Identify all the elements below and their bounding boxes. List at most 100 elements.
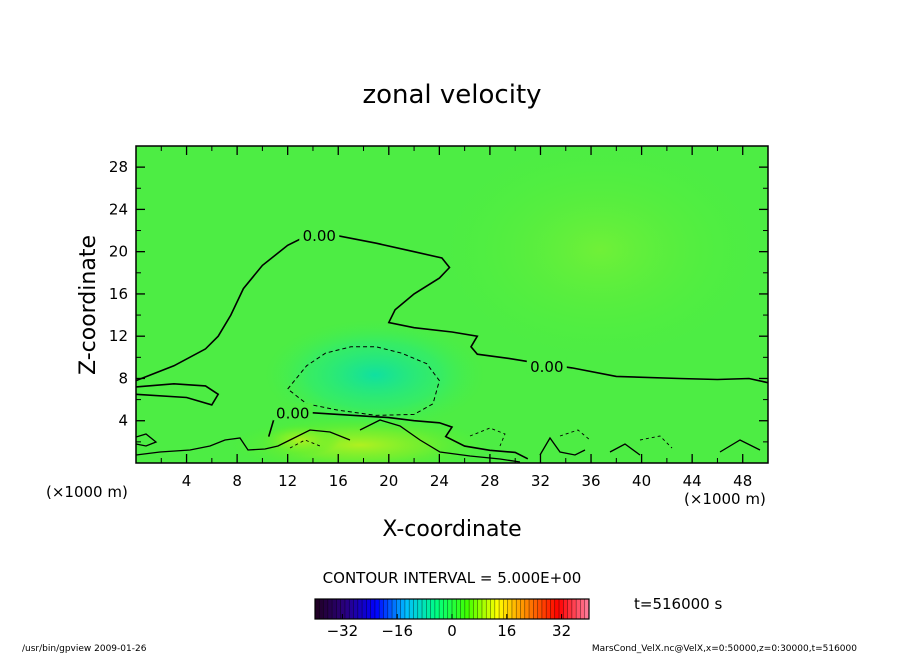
contour-labels: 0.00 0.00 0.00: [272, 225, 567, 422]
colorbar-cell: [315, 599, 320, 619]
colorbar-cell: [426, 599, 431, 619]
x-tick-label: 36: [581, 472, 600, 490]
x-tick-label: 16: [329, 472, 348, 490]
y-tick-label: 24: [109, 200, 128, 218]
colorbar-cell: [554, 599, 560, 619]
colorbar-ticks: −32 −16 0 16 32: [327, 614, 571, 640]
zero-contour-loop: [136, 382, 220, 406]
plot-area: 0.00 0.00 0.00: [136, 146, 768, 463]
colorbar-tick-label: 0: [447, 622, 457, 640]
colorbar-cell: [387, 599, 393, 619]
colorbar-cell: [524, 599, 530, 619]
negative-contour: [286, 346, 440, 416]
colorbar-cell: [409, 599, 414, 619]
colorbar-cell: [567, 599, 573, 619]
colorbar-cell: [580, 599, 586, 619]
colorbar-tick-label: −32: [327, 622, 359, 640]
x-tick-label: 44: [683, 472, 702, 490]
x-tick-label: 12: [278, 472, 297, 490]
y-tick-label: 8: [118, 369, 128, 387]
colorbar-cell: [499, 599, 504, 619]
x-tick-label: 20: [379, 472, 398, 490]
colorbar-cell: [473, 599, 478, 619]
x-tick-label: 4: [182, 472, 192, 490]
colorbar-cell: [439, 599, 444, 619]
colorbar-cell: [546, 599, 551, 619]
colorbar-cell: [520, 599, 526, 619]
colorbar-cell: [374, 599, 380, 619]
colorbar-cell: [481, 599, 487, 619]
colorbar-cell: [529, 599, 534, 619]
svg-text:0.00: 0.00: [276, 404, 309, 422]
x-tick-label: 48: [733, 472, 752, 490]
colorbar-cell: [327, 599, 333, 619]
colorbar-tick-label: −16: [381, 622, 413, 640]
contour-label: 0.00: [272, 403, 313, 422]
colorbar-tick-label: 16: [497, 622, 516, 640]
colorbar-cell: [443, 599, 449, 619]
colorbar-cell: [430, 599, 436, 619]
colorbar-cell: [533, 599, 538, 619]
colorbar-cell: [452, 599, 457, 619]
colorbar-cell: [537, 599, 543, 619]
colorbar-cell: [357, 599, 363, 619]
colorbar-tick-label: 32: [552, 622, 571, 640]
footer-right: MarsCond_VelX.nc@VelX,x=0:50000,z=0:3000…: [592, 644, 857, 654]
colorbar-cell: [464, 599, 470, 619]
colorbar-cell: [417, 599, 423, 619]
colorbar-cell: [576, 599, 581, 619]
contour-interval-text: CONTOUR INTERVAL = 5.000E+00: [323, 569, 582, 587]
time-text: t=516000 s: [634, 595, 722, 613]
colorbar-cell: [362, 599, 367, 619]
y-axis-label: Z-coordinate: [76, 235, 101, 375]
colorbar-cell: [434, 599, 440, 619]
colorbar-cell: [584, 599, 590, 619]
colorbar-cell: [332, 599, 337, 619]
x-tick-label: 32: [531, 472, 550, 490]
x-axis-ticks: 4 8 12 16 20 24 28 32 36 40 44 48: [160, 146, 752, 490]
colorbar-cell: [379, 599, 384, 619]
colorbar-cell: [383, 599, 389, 619]
heatmap-positive-region-2: [260, 424, 340, 456]
x-tick-label: 24: [430, 472, 449, 490]
x-axis-label: X-coordinate: [382, 517, 521, 542]
x-unit-right: (×1000 m): [684, 490, 766, 508]
colorbar-cell: [404, 599, 410, 619]
colorbar: [314, 598, 590, 620]
colorbar-cell: [559, 599, 564, 619]
y-tick-label: 28: [109, 158, 128, 176]
colorbar-cell: [336, 599, 341, 619]
colorbar-cell: [511, 599, 517, 619]
chart-title: zonal velocity: [362, 80, 541, 110]
x-tick-label: 8: [232, 472, 242, 490]
colorbar-cell: [490, 599, 496, 619]
colorbar-cell: [340, 599, 346, 619]
colorbar-cell: [396, 599, 401, 619]
footer-left: /usr/bin/gpview 2009-01-26: [22, 644, 147, 654]
y-tick-label: 16: [109, 285, 128, 303]
colorbar-cell: [370, 599, 376, 619]
colorbar-cell: [516, 599, 521, 619]
colorbar-cell: [486, 599, 491, 619]
colorbar-cell: [563, 599, 568, 619]
y-tick-label: 12: [109, 327, 128, 345]
colorbar-cell: [541, 599, 547, 619]
zero-contour-upper: [136, 234, 768, 384]
colorbar-cell: [392, 599, 397, 619]
y-tick-label: 4: [118, 412, 128, 430]
colorbar-cell: [571, 599, 577, 619]
near-surface-dashed: [289, 427, 673, 449]
svg-text:0.00: 0.00: [303, 227, 336, 245]
plot-frame: [135, 145, 769, 464]
colorbar-cell: [469, 599, 474, 619]
svg-text:0.00: 0.00: [530, 358, 563, 376]
heatmap-negative-region: [265, 320, 485, 430]
colorbar-cell: [353, 599, 359, 619]
colorbar-cell: [494, 599, 500, 619]
colorbar-cell: [413, 599, 419, 619]
x-tick-label: 40: [632, 472, 651, 490]
colorbar-cell: [422, 599, 427, 619]
colorbar-cell: [319, 599, 324, 619]
x-tick-label: 28: [480, 472, 499, 490]
